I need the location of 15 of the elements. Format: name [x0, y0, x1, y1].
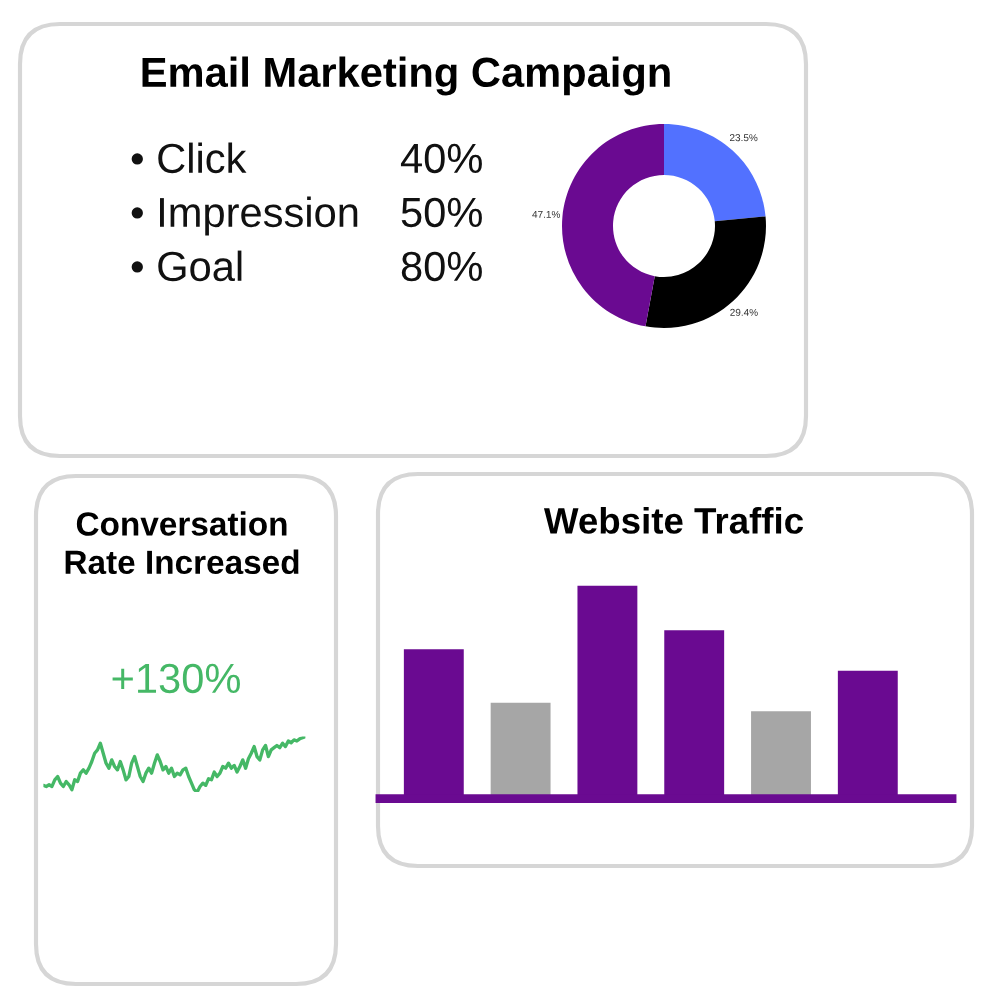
- bar: [751, 711, 811, 799]
- donut-slice: [562, 124, 664, 327]
- bar: [490, 702, 551, 799]
- text: • Goal: [131, 250, 242, 282]
- text: +130%: [112, 663, 240, 694]
- chart-title: Conversation Rate Increased: [65, 511, 299, 575]
- text: • Click: [131, 142, 247, 174]
- text: 40%: [400, 143, 482, 174]
- text: • Impression: [131, 196, 358, 236]
- text: 80%: [401, 251, 482, 282]
- text: 50%: [401, 197, 482, 228]
- chart-title: Email Marketing Campaign: [142, 56, 670, 96]
- donut-slice: [645, 216, 766, 328]
- donut-slice: [664, 124, 766, 222]
- chart-title: Website Traffic: [543, 506, 804, 534]
